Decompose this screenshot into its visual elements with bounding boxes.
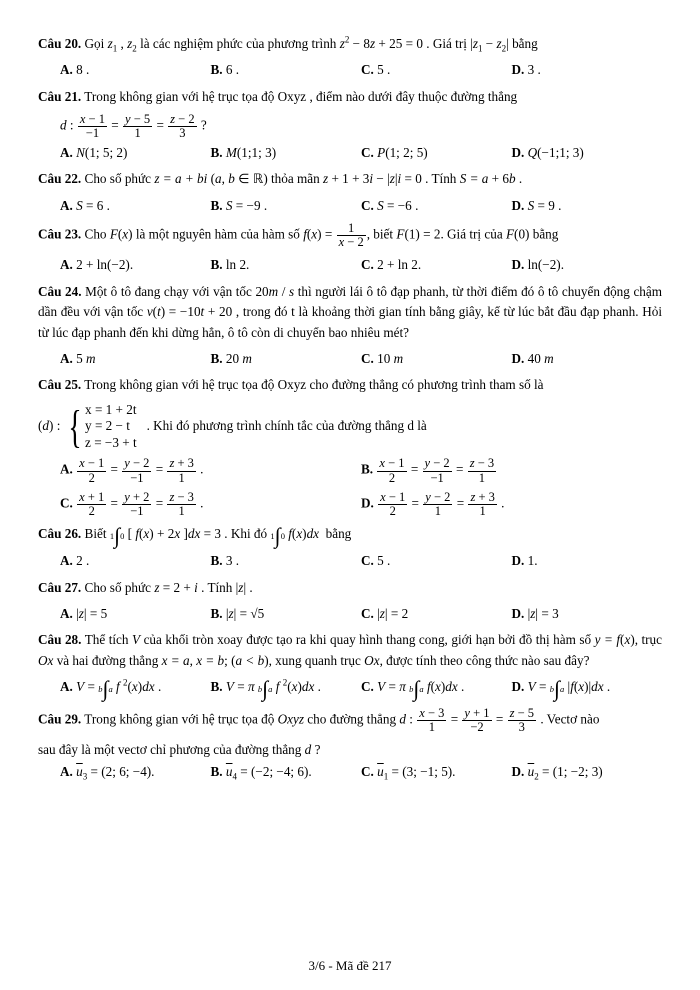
question-26: Câu 26. Biết 1∫0 [ f(x) + 2x ]dx = 3 . K…	[38, 524, 662, 545]
question-24: Câu 24. Một ô tô đang chạy với vận tốc 2…	[38, 282, 662, 343]
q28-number: Câu 28.	[38, 632, 81, 647]
q29-number: Câu 29.	[38, 711, 81, 726]
q29-options: A. u3 = (2; 6; −4). B. u4 = (−2; −4; 6).…	[60, 762, 662, 782]
exam-page: Câu 20. Gọi z1 , z2 là các nghiệm phức c…	[0, 0, 700, 990]
q23-number: Câu 23.	[38, 227, 81, 242]
question-29: Câu 29. Trong không gian với hệ trục tọa…	[38, 707, 662, 734]
q20-options: A. 8 . B. 6 . C. 5 . D. 3 .	[60, 60, 662, 80]
question-27: Câu 27. Cho số phức z = 2 + i . Tính |z|…	[38, 578, 662, 598]
q26-options: A. 2 . B. 3 . C. 5 . D. 1.	[60, 551, 662, 571]
question-25: Câu 25. Trong không gian với hệ trục tọa…	[38, 375, 662, 395]
page-footer: 3/6 - Mã đề 217	[38, 956, 662, 976]
q27-options: A. |z| = 5 B. |z| = √5 C. |z| = 2 D. |z|…	[60, 604, 662, 624]
q26-number: Câu 26.	[38, 526, 81, 541]
q24-number: Câu 24.	[38, 284, 82, 299]
q25-options: A. x − 12 = y − 2−1 = z + 31 . B. x − 12…	[60, 457, 662, 518]
q22-options: A. S = 6 . B. S = −9 . C. S = −6 . D. S …	[60, 196, 662, 216]
question-23: Câu 23. Cho F(x) là một nguyên hàm của h…	[38, 222, 662, 249]
q20-number: Câu 20.	[38, 36, 81, 51]
q24-options: A. 5 m B. 20 m C. 10 m D. 40 m	[60, 349, 662, 369]
q21-options: A. N(1; 5; 2) B. M(1;1; 3) C. P(1; 2; 5)…	[60, 143, 662, 163]
question-22: Câu 22. Cho số phức z = a + bi (a, b ∈ ℝ…	[38, 169, 662, 189]
question-20: Câu 20. Gọi z1 , z2 là các nghiệm phức c…	[38, 34, 662, 54]
q27-number: Câu 27.	[38, 580, 81, 595]
q23-options: A. 2 + ln(−2). B. ln 2. C. 2 + ln 2. D. …	[60, 255, 662, 275]
q22-number: Câu 22.	[38, 171, 81, 186]
q25-system: (d) : { x = 1 + 2t y = 2 − t z = −3 + t …	[38, 402, 662, 452]
q28-options: A. V = b∫a f 2(x)dx . B. V = π b∫a f 2(x…	[60, 677, 662, 698]
q21-number: Câu 21.	[38, 89, 81, 104]
q29-line2: sau đây là một vectơ chỉ phương của đườn…	[38, 740, 662, 760]
q25-number: Câu 25.	[38, 377, 81, 392]
question-21: Câu 21. Trong không gian với hệ trục tọa…	[38, 87, 662, 107]
question-28: Câu 28. Thể tích V của khối tròn xoay đư…	[38, 630, 662, 671]
q21-equation: d : x − 1−1 = y − 51 = z − 23 ?	[60, 113, 662, 140]
